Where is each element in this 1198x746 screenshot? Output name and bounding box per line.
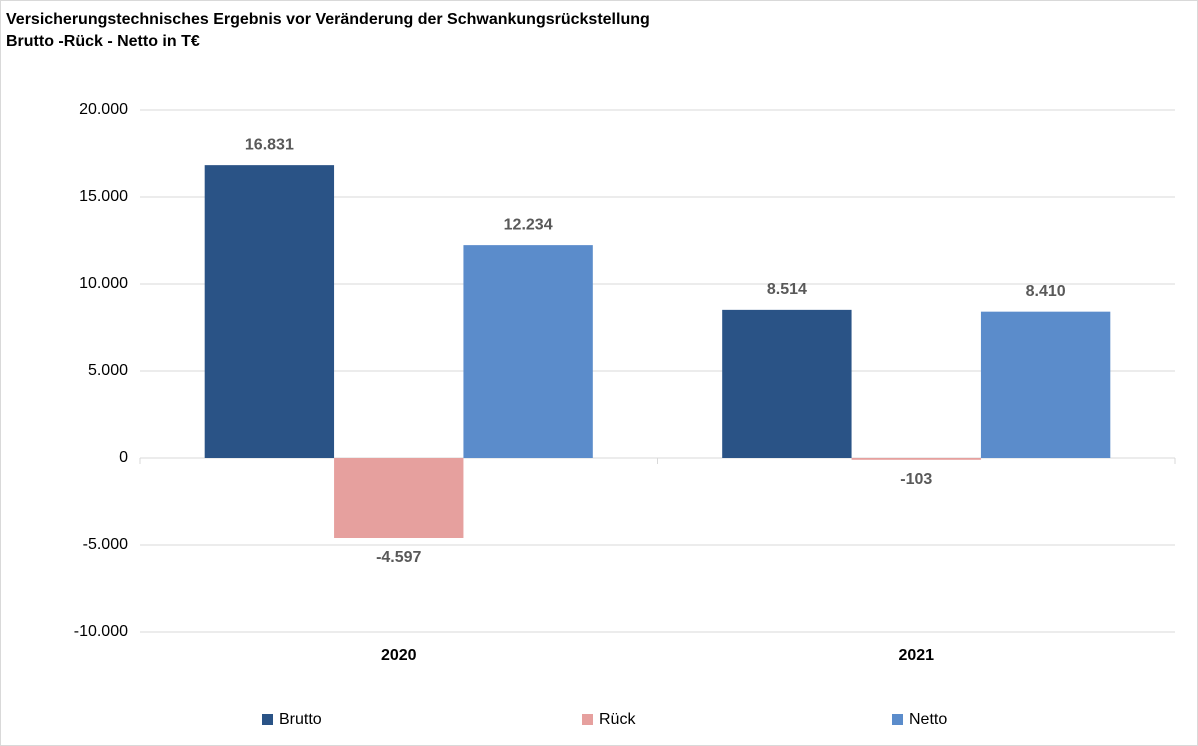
legend-swatch (582, 714, 593, 725)
legend-swatch (892, 714, 903, 725)
value-label: 8.514 (767, 281, 807, 298)
y-tick-label: 20.000 (79, 101, 128, 118)
y-tick-label: 15.000 (79, 188, 128, 205)
bar (334, 458, 464, 538)
bar (980, 311, 1111, 458)
x-tick-label: 2020 (381, 647, 417, 664)
value-label: 12.234 (504, 216, 553, 233)
value-label: -103 (900, 471, 932, 488)
y-tick-label: 10.000 (79, 275, 128, 292)
y-tick-label: -5.000 (83, 536, 128, 553)
bar (851, 458, 981, 460)
legend-label: Rück (599, 711, 636, 728)
bar (463, 245, 593, 458)
legend-label: Brutto (279, 711, 322, 728)
chart-title: Versicherungstechnisches Ergebnis vor Ve… (6, 11, 650, 28)
value-label: -4.597 (376, 549, 421, 566)
legend-swatch (262, 714, 273, 725)
bar (722, 309, 852, 458)
bar (204, 165, 335, 458)
chart-subtitle: Brutto -Rück - Netto in T€ (6, 33, 200, 50)
y-tick-label: 5.000 (88, 362, 128, 379)
y-tick-label: 0 (119, 449, 128, 466)
y-tick-label: -10.000 (74, 623, 128, 640)
value-label: 8.410 (1026, 283, 1066, 300)
x-tick-label: 2021 (898, 647, 934, 664)
legend-label: Netto (909, 711, 947, 728)
value-label: 16.831 (245, 136, 294, 153)
